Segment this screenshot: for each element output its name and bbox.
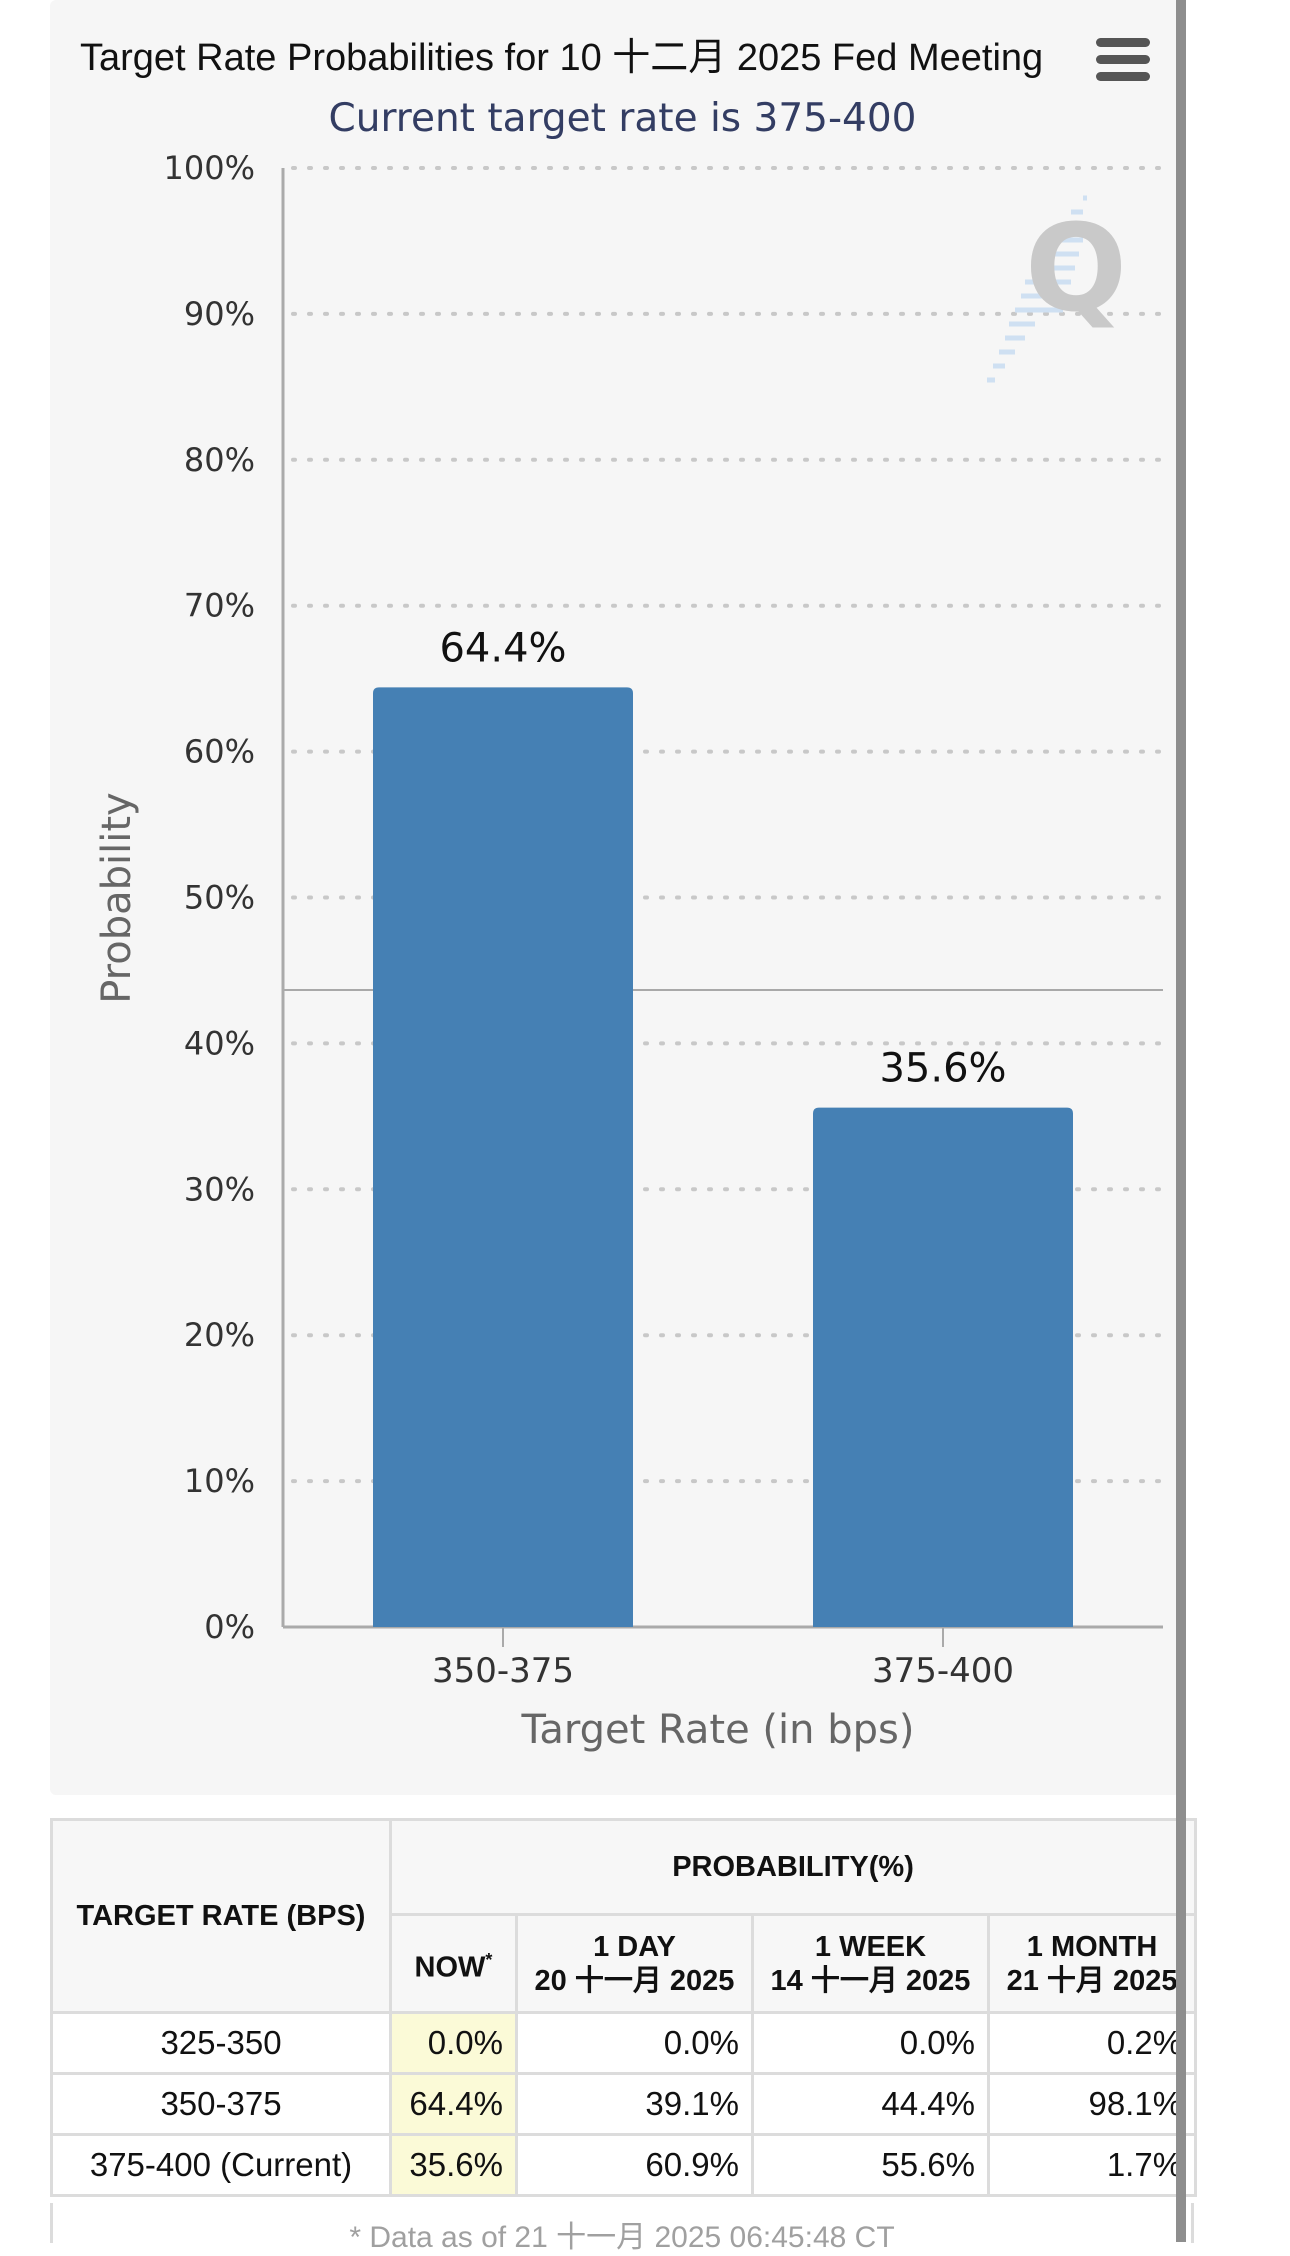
now-cell: 0.0% — [389, 2011, 518, 2075]
week-cell: 44.4% — [751, 2072, 990, 2136]
month-cell: 0.2% — [986, 2011, 1198, 2075]
now-cell: 64.4% — [389, 2072, 518, 2136]
now-column-header: NOW* — [389, 1913, 518, 2014]
bar-chart: 0% 10% 20% 30% 40% 50% 60% 70% 80% 90% 100% 64.4% 3… — [94, 149, 1165, 1753]
one-day-column-header: 1 DAY 20 十一月 2025 — [515, 1913, 754, 2014]
y-tick-label: 90% — [184, 295, 255, 333]
svg-text:Q: Q — [1025, 200, 1127, 339]
week-cell: 55.6% — [751, 2133, 990, 2197]
y-axis-title: Probability — [94, 792, 140, 1003]
table-row: 325-350 0.0% 0.0% 0.0% 0.2% — [50, 2011, 1198, 2075]
y-tick-label: 30% — [184, 1170, 255, 1208]
month-cell: 98.1% — [986, 2072, 1198, 2136]
table-row: 350-375 64.4% 39.1% 44.4% 98.1% — [50, 2072, 1198, 2136]
month-cell: 1.7% — [986, 2133, 1198, 2197]
bar-350-375[interactable] — [373, 687, 633, 1627]
y-tick-label: 10% — [184, 1462, 255, 1500]
probability-header: PROBABILITY(%) — [388, 1818, 1198, 1916]
data-timestamp-footnote: * Data as of 21 十一月 2025 06:45:48 CT — [349, 2221, 895, 2254]
y-tick-label: 60% — [184, 733, 255, 771]
x-axis-ticks: 350-375 375-400 — [432, 1627, 1014, 1691]
probability-table: TARGET RATE (BPS) PROBABILITY(%) NOW* 1 … — [50, 1818, 1198, 2197]
target-rate-header: TARGET RATE (BPS) — [50, 1818, 392, 2014]
one-month-column-header: 1 MONTH 21 十月 2025 — [986, 1913, 1198, 2014]
y-axis-ticks: 0% 10% 20% 30% 40% 50% 60% 70% 80% 90% 100% — [164, 149, 255, 1646]
bars: 64.4% 35.6% — [373, 625, 1073, 1627]
y-tick-label: 20% — [184, 1316, 255, 1354]
bar-data-label: 35.6% — [879, 1046, 1006, 1092]
rate-cell: 350-375 — [50, 2072, 392, 2136]
hamburger-menu-icon[interactable] — [1096, 38, 1152, 82]
day-cell: 0.0% — [515, 2011, 754, 2075]
y-tick-label: 0% — [204, 1608, 255, 1646]
scrollbar[interactable] — [1176, 0, 1186, 2242]
y-tick-label: 70% — [184, 587, 255, 625]
y-tick-label: 100% — [164, 149, 255, 187]
week-cell: 0.0% — [751, 2011, 990, 2075]
chart-title: Target Rate Probabilities for 10 十二月 202… — [80, 37, 1044, 79]
y-tick-label: 40% — [184, 1024, 255, 1062]
day-cell: 60.9% — [515, 2133, 754, 2197]
x-tick-label: 350-375 — [432, 1651, 574, 1691]
y-tick-label: 50% — [184, 879, 255, 917]
y-tick-label: 80% — [184, 441, 255, 479]
one-week-column-header: 1 WEEK 14 十一月 2025 — [751, 1913, 990, 2014]
now-cell: 35.6% — [389, 2133, 518, 2197]
x-tick-label: 375-400 — [872, 1651, 1014, 1691]
bar-data-label: 64.4% — [439, 625, 566, 671]
chart-subtitle: Current target rate is 375-400 — [328, 96, 917, 141]
x-axis-title: Target Rate (in bps) — [521, 1707, 915, 1753]
rate-cell: 325-350 — [50, 2011, 392, 2075]
day-cell: 39.1% — [515, 2072, 754, 2136]
q-logo-icon: Q — [975, 180, 1135, 410]
bar-375-400[interactable] — [813, 1107, 1073, 1627]
rate-cell: 375-400 (Current) — [50, 2133, 392, 2197]
table-footer — [50, 2203, 1194, 2243]
table-row: 375-400 (Current) 35.6% 60.9% 55.6% 1.7% — [50, 2133, 1198, 2197]
